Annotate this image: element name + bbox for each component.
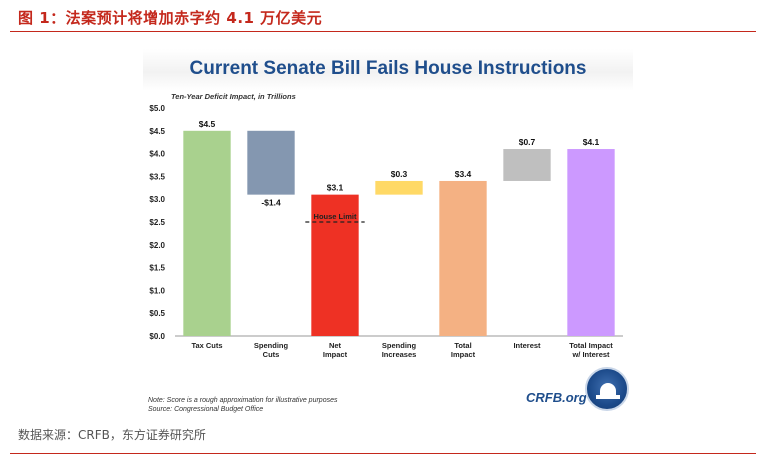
x-tick-label: Tax Cuts	[191, 341, 222, 350]
x-tick-label: Interest	[513, 341, 541, 350]
data-label: $4.5	[199, 119, 216, 129]
note-line: Note: Score is a rough approximation for…	[148, 397, 338, 404]
data-label: -$1.4	[261, 198, 281, 208]
bar-tax-cuts	[183, 130, 231, 336]
y-tick-label: $3.0	[149, 195, 165, 204]
data-label: $0.3	[391, 169, 408, 179]
source-line-note: Source: Congressional Budget Office	[148, 406, 264, 413]
y-tick-label: $2.0	[149, 241, 165, 250]
x-tick-label: Impact	[323, 350, 348, 359]
figure-source: 数据来源：CRFB，东方证券研究所	[18, 428, 206, 442]
x-tick-label: Total Impact	[569, 341, 613, 350]
y-tick-label: $1.0	[149, 286, 165, 295]
waterfall-chart: $0.0 $0.5 $1.0 $1.5 $2.0 $2.5 $3.0 $3.5 $4.0 $4.5…	[149, 104, 623, 359]
y-tick-label: $0.0	[149, 332, 165, 341]
y-tick-label: $4.5	[149, 127, 165, 136]
data-label: $3.1	[327, 183, 344, 193]
x-tick-label: Cuts	[263, 350, 280, 359]
y-tick-label: $5.0	[149, 104, 165, 113]
title-band	[143, 49, 633, 91]
y-tick-label: $4.0	[149, 150, 165, 159]
bar-spending-increases	[375, 180, 423, 195]
x-tick-label: Spending	[254, 341, 289, 350]
x-tick-label: Impact	[451, 350, 476, 359]
house-limit-label: House Limit	[314, 212, 357, 221]
chart-title: Current Senate Bill Fails House Instruct…	[189, 58, 587, 79]
chart-panel: Current Senate Bill Fails House Instruct…	[143, 45, 633, 421]
top-divider	[10, 31, 756, 32]
data-label: $4.1	[583, 137, 600, 147]
chart-subtitle: Ten-Year Deficit Impact, in Trillions	[171, 92, 296, 101]
figure-title: 图 1：法案预计将增加赤字约 4.1 万亿美元	[18, 9, 323, 27]
bar-total-impact	[439, 180, 487, 336]
y-tick-label: $1.5	[149, 264, 165, 273]
bar-net-impact	[311, 194, 359, 336]
chart-notes: Note: Score is a rough approximation for…	[148, 396, 337, 414]
x-tick-label: Increases	[382, 350, 417, 359]
y-tick-label: $3.5	[149, 172, 165, 181]
capitol-dome-shape	[600, 383, 616, 395]
y-tick-label: $0.5	[149, 309, 165, 318]
x-tick-label: w/ Interest	[571, 350, 610, 359]
y-tick-label: $2.5	[149, 218, 165, 227]
bottom-divider	[10, 453, 756, 454]
data-label: $3.4	[455, 169, 472, 179]
bar-total-impact-w-interest	[567, 149, 615, 336]
x-tick-label: Spending	[382, 341, 417, 350]
capitol-seal-icon	[585, 367, 629, 411]
x-tick-label: Total	[454, 341, 471, 350]
x-tick-label: Net	[329, 341, 342, 350]
crfb-logo-text: CRFB.org	[526, 390, 587, 405]
capitol-base-shape	[596, 395, 620, 399]
data-label: $0.7	[519, 137, 536, 147]
bar-interest	[503, 149, 551, 181]
bar-spending-cuts	[247, 130, 295, 195]
